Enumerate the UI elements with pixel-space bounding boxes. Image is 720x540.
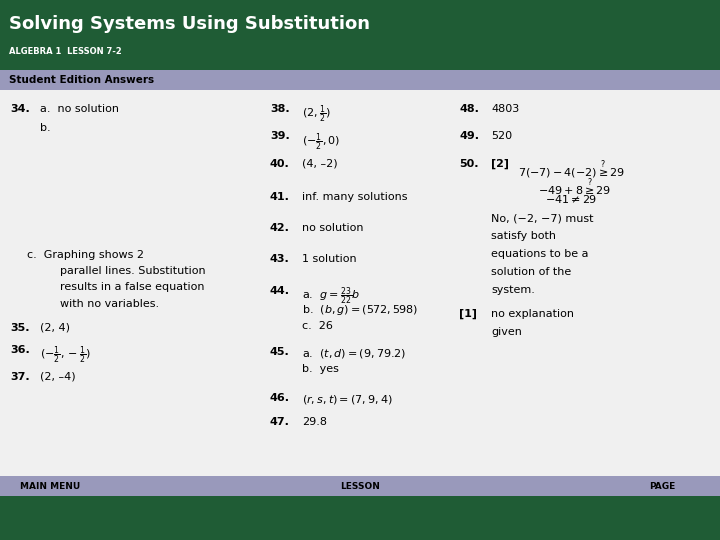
Text: 1 solution: 1 solution — [302, 254, 357, 265]
Text: 7-2: 7-2 — [348, 511, 373, 525]
Text: 2: 2 — [97, 122, 102, 131]
Text: 38.: 38. — [270, 104, 289, 114]
Text: $(-\frac{1}{2}, 0)$: $(-\frac{1}{2}, 0)$ — [302, 131, 341, 153]
Text: 43.: 43. — [270, 254, 289, 265]
Text: results in a false equation: results in a false equation — [60, 282, 204, 293]
Text: [2]: [2] — [491, 159, 509, 169]
Text: 520: 520 — [491, 131, 512, 141]
Text: (4, –2): (4, –2) — [302, 159, 338, 169]
Text: $(-\frac{1}{2}, -\frac{1}{2})$: $(-\frac{1}{2}, -\frac{1}{2})$ — [40, 345, 91, 366]
Text: b.  yes: b. yes — [302, 364, 339, 375]
Text: given: given — [491, 327, 522, 337]
Text: (2, –4): (2, –4) — [40, 372, 75, 382]
Text: c.  Graphing shows 2: c. Graphing shows 2 — [27, 250, 145, 260]
Text: 35.: 35. — [10, 323, 30, 333]
Text: $(r, s, t) = (7, 9, 4)$: $(r, s, t) = (7, 9, 4)$ — [302, 393, 393, 406]
Text: PEARSON: PEARSON — [640, 15, 689, 24]
Text: 37.: 37. — [10, 372, 30, 382]
Text: a.  no solution: a. no solution — [40, 104, 119, 114]
Text: no solution: no solution — [302, 223, 364, 233]
Text: Hall: Hall — [656, 52, 673, 61]
Text: $7(-7) - 4(-2) \overset{?}{\geq} 29$: $7(-7) - 4(-2) \overset{?}{\geq} 29$ — [518, 159, 625, 181]
Text: $(2, \frac{1}{2})$: $(2, \frac{1}{2})$ — [302, 104, 331, 125]
Text: system.: system. — [491, 285, 535, 295]
Text: b.  $(b, g) = (572, 598)$: b. $(b, g) = (572, 598)$ — [302, 303, 419, 318]
Text: PAGE: PAGE — [649, 482, 675, 491]
Text: 44.: 44. — [270, 286, 290, 296]
Text: (2, 4): (2, 4) — [40, 323, 70, 333]
Text: O: O — [98, 165, 104, 173]
Text: MAIN MENU: MAIN MENU — [20, 482, 81, 491]
Text: $-49 + 8 \overset{?}{\geq} 29$: $-49 + 8 \overset{?}{\geq} 29$ — [538, 176, 611, 198]
Text: 41.: 41. — [270, 192, 290, 202]
Text: c.  26: c. 26 — [302, 321, 333, 332]
Text: $-41 \neq 29$: $-41 \neq 29$ — [545, 193, 598, 205]
Text: 40.: 40. — [270, 159, 289, 169]
Text: with no variables.: with no variables. — [60, 299, 159, 309]
Text: LESSON: LESSON — [340, 482, 380, 491]
Text: 48.: 48. — [459, 104, 480, 114]
Text: Student Edition Answers: Student Edition Answers — [9, 76, 154, 85]
Text: equations to be a: equations to be a — [491, 249, 588, 259]
Text: 45.: 45. — [270, 347, 289, 357]
Text: y: y — [96, 92, 101, 100]
Text: x: x — [157, 144, 162, 153]
Text: solution of the: solution of the — [491, 267, 571, 277]
Text: -2: -2 — [43, 166, 51, 175]
Text: 2: 2 — [138, 166, 143, 175]
Text: Solving Systems Using Substitution: Solving Systems Using Substitution — [9, 15, 370, 33]
Text: 34.: 34. — [10, 104, 30, 114]
Text: b.: b. — [40, 123, 50, 133]
Text: 4803: 4803 — [491, 104, 519, 114]
Text: a.  $(t, d) = (9, 79.2)$: a. $(t, d) = (9, 79.2)$ — [302, 347, 406, 360]
Text: 49.: 49. — [459, 131, 480, 141]
Text: inf. many solutions: inf. many solutions — [302, 192, 408, 202]
Polygon shape — [305, 509, 318, 527]
Polygon shape — [639, 509, 651, 527]
Text: -4: -4 — [97, 215, 105, 224]
Text: 36.: 36. — [10, 345, 30, 355]
Polygon shape — [27, 505, 63, 531]
Text: 42.: 42. — [270, 223, 290, 233]
Text: 39.: 39. — [270, 131, 289, 141]
Polygon shape — [677, 509, 689, 527]
Text: 29.8: 29.8 — [302, 417, 328, 427]
Text: a.  $g = \frac{23}{22}b$: a. $g = \frac{23}{22}b$ — [302, 286, 361, 307]
Polygon shape — [403, 509, 416, 527]
Text: parallel lines. Substitution: parallel lines. Substitution — [60, 266, 205, 276]
Text: 46.: 46. — [270, 393, 290, 403]
Text: No, (−2, −7) must: No, (−2, −7) must — [491, 213, 593, 224]
Text: 47.: 47. — [270, 417, 290, 427]
Text: satisfy both: satisfy both — [491, 231, 556, 241]
Text: [1]: [1] — [459, 309, 477, 319]
Text: Prentice: Prentice — [646, 35, 683, 44]
Text: ALGEBRA 1  LESSON 7-2: ALGEBRA 1 LESSON 7-2 — [9, 47, 122, 56]
Text: no explanation: no explanation — [491, 309, 574, 319]
Text: 50.: 50. — [459, 159, 479, 169]
